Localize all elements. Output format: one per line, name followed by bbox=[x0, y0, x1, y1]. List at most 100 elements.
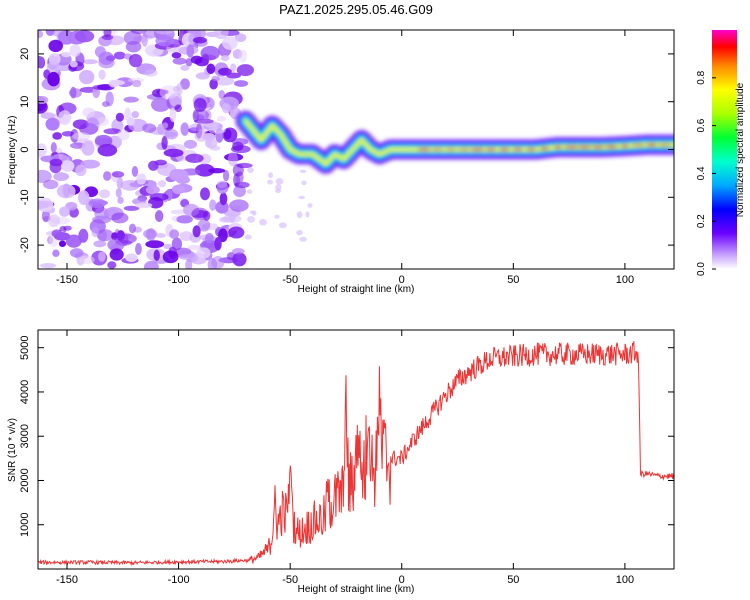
signal-hotspot bbox=[539, 147, 550, 151]
signal-hotspot bbox=[485, 148, 497, 151]
top-x-tick-label: -100 bbox=[168, 274, 190, 286]
noise-blob bbox=[230, 145, 251, 154]
noise-blob bbox=[187, 244, 202, 250]
bottom-y-axis: 1000 2000 3000 4000 5000 bbox=[19, 335, 674, 537]
noise-blob bbox=[214, 236, 222, 251]
noise-blob bbox=[40, 262, 57, 269]
noise-blob bbox=[86, 117, 100, 133]
noise-blob bbox=[128, 223, 137, 234]
noise-blob bbox=[206, 63, 216, 75]
noise-blob bbox=[162, 250, 179, 264]
noise-blob bbox=[50, 30, 70, 38]
colorbar-label: Normalized spectral amplitude bbox=[735, 82, 746, 217]
noise-blob bbox=[96, 116, 109, 127]
noise-blob bbox=[219, 216, 232, 223]
signal-hotspot bbox=[564, 145, 579, 149]
noise-blob bbox=[229, 199, 249, 212]
noise-blob bbox=[190, 55, 203, 65]
noise-blob bbox=[211, 255, 225, 269]
noise-blob bbox=[161, 135, 168, 150]
noise-blob bbox=[189, 123, 206, 132]
noise-blob bbox=[193, 97, 207, 112]
top-x-tick-label: -50 bbox=[282, 274, 298, 286]
signal-hotspot bbox=[445, 148, 457, 151]
noise-blob bbox=[305, 211, 310, 218]
noise-blob bbox=[70, 142, 85, 149]
noise-blob bbox=[171, 184, 185, 195]
noise-blob bbox=[96, 229, 114, 242]
bottom-x-tick-label: 100 bbox=[616, 574, 634, 586]
noise-blob bbox=[274, 214, 280, 219]
noise-blob bbox=[163, 148, 184, 158]
bottom-x-axis-label: Height of straight line (km) bbox=[298, 584, 415, 595]
noise-blob bbox=[149, 193, 169, 201]
noise-blob bbox=[111, 171, 125, 178]
noise-blob bbox=[111, 212, 129, 224]
colorbar-tick-label: 0.4 bbox=[696, 166, 707, 180]
noise-blob bbox=[234, 33, 247, 43]
chart-title: PAZ1.2025.295.05.46.G09 bbox=[279, 2, 433, 17]
noise-blob bbox=[205, 232, 214, 244]
noise-blob bbox=[80, 159, 101, 169]
noise-blob bbox=[192, 36, 208, 44]
noise-blob bbox=[192, 109, 210, 121]
noise-blob bbox=[144, 69, 158, 77]
noise-blob bbox=[247, 215, 255, 223]
noise-blob bbox=[115, 188, 122, 198]
noise-blob bbox=[180, 122, 189, 136]
noise-blob bbox=[61, 51, 71, 58]
noise-blob bbox=[236, 64, 254, 77]
noise-blob bbox=[40, 112, 56, 120]
noise-blob bbox=[192, 225, 201, 238]
noise-blob bbox=[164, 128, 179, 140]
noise-blob bbox=[128, 53, 143, 68]
noise-blob bbox=[143, 260, 159, 269]
noise-blob bbox=[142, 30, 159, 39]
noise-blob bbox=[123, 30, 142, 46]
noise-blob bbox=[169, 107, 177, 122]
bottom-y-tick-label: 1000 bbox=[19, 512, 31, 536]
noise-blob bbox=[88, 198, 107, 209]
noise-blob bbox=[126, 117, 135, 126]
noise-blob bbox=[47, 214, 60, 228]
noise-blob bbox=[38, 55, 45, 68]
top-x-tick-label: 100 bbox=[616, 274, 634, 286]
noise-blob bbox=[78, 255, 95, 265]
signal-hotspot bbox=[620, 144, 629, 148]
noise-blob bbox=[97, 143, 118, 157]
noise-blob bbox=[75, 164, 87, 177]
noise-blob bbox=[299, 169, 307, 174]
noise-blob bbox=[117, 196, 124, 204]
noise-blob bbox=[233, 80, 249, 87]
colorbar: 0.0 0.2 0.4 0.6 0.8 Normalized spectral ampl… bbox=[696, 30, 746, 276]
signal-hotspot bbox=[592, 145, 605, 149]
noise-blob bbox=[58, 110, 72, 126]
snr-frame bbox=[37, 329, 675, 570]
noise-blob bbox=[136, 173, 147, 185]
noise-blob bbox=[82, 107, 96, 118]
noise-blob bbox=[50, 142, 57, 154]
colorbar-gradient bbox=[712, 30, 737, 269]
colorbar-tick-label: 0.6 bbox=[696, 118, 707, 132]
bottom-y-tick-label: 3000 bbox=[19, 424, 31, 448]
top-x-tick-label: -150 bbox=[56, 274, 78, 286]
noise-blob bbox=[82, 59, 98, 65]
noise-blob bbox=[228, 226, 245, 239]
signal-hotspot bbox=[526, 148, 536, 151]
signal-hotspot bbox=[499, 148, 510, 151]
noise-blob bbox=[194, 163, 215, 177]
noise-blob bbox=[53, 172, 70, 181]
noise-blob bbox=[275, 177, 284, 185]
noise-blob bbox=[69, 44, 81, 57]
noise-blob bbox=[143, 229, 158, 239]
noise-blob bbox=[278, 222, 287, 229]
noise-blob bbox=[109, 248, 124, 261]
noise-blob bbox=[275, 184, 282, 191]
noise-blob bbox=[59, 206, 70, 217]
noise-blob bbox=[81, 141, 95, 156]
noise-blob bbox=[219, 192, 228, 206]
noise-blob bbox=[94, 134, 113, 147]
noise-blob bbox=[171, 52, 182, 59]
noise-blob bbox=[69, 248, 84, 258]
noise-blob bbox=[132, 79, 142, 88]
